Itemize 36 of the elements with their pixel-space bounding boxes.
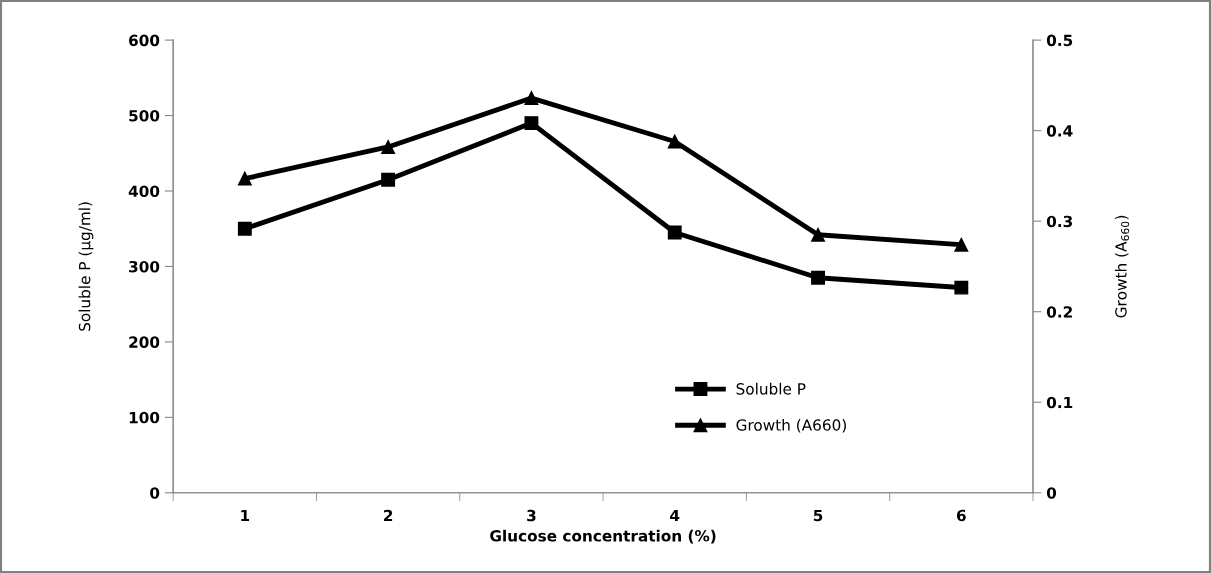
- y2-axis-title: Growth (A$_{660}$): [1114, 215, 1130, 318]
- x-tick-label: 4: [670, 509, 680, 522]
- point: [237, 221, 252, 236]
- legend-label: Soluble P: [736, 382, 806, 395]
- point: [381, 172, 396, 187]
- y-tick-label: 0: [150, 487, 160, 499]
- x-tick-label: 2: [384, 509, 393, 522]
- point: [524, 91, 539, 105]
- y-tick-label: 200: [129, 336, 160, 348]
- point: [524, 116, 539, 131]
- y2-tick-label: 0.4: [1046, 125, 1073, 137]
- y2-tick-label: 0.1: [1046, 396, 1073, 409]
- y2-tick-label: 0.2: [1046, 306, 1072, 318]
- x-tick-label: 6: [956, 509, 966, 522]
- y-tick-label: 300: [129, 260, 160, 273]
- y-tick-label: 500: [129, 110, 160, 122]
- y-tick-label: 400: [128, 185, 160, 198]
- point: [954, 237, 969, 252]
- point: [811, 227, 825, 242]
- point: [811, 270, 825, 285]
- legend-label: Growth (A660): [736, 418, 846, 433]
- x-tick-label: 1: [241, 509, 250, 522]
- x-tick-label: 5: [813, 509, 823, 522]
- point: [667, 225, 682, 240]
- y2-tick-label: 0.5: [1046, 34, 1073, 47]
- point: [954, 280, 969, 295]
- x-tick-label: 3: [527, 509, 536, 522]
- x-axis-title: Glucose concentration (%): [490, 529, 716, 544]
- point: [667, 134, 682, 149]
- y2-tick-label: 0: [1046, 487, 1057, 499]
- y-tick-label: 600: [129, 34, 160, 47]
- point: [237, 171, 252, 186]
- y-axis-title: Soluble P (µg/ml): [78, 202, 94, 331]
- point: [381, 139, 396, 154]
- y-tick-label: 100: [129, 411, 160, 424]
- y2-tick-label: 0.3: [1046, 215, 1073, 228]
